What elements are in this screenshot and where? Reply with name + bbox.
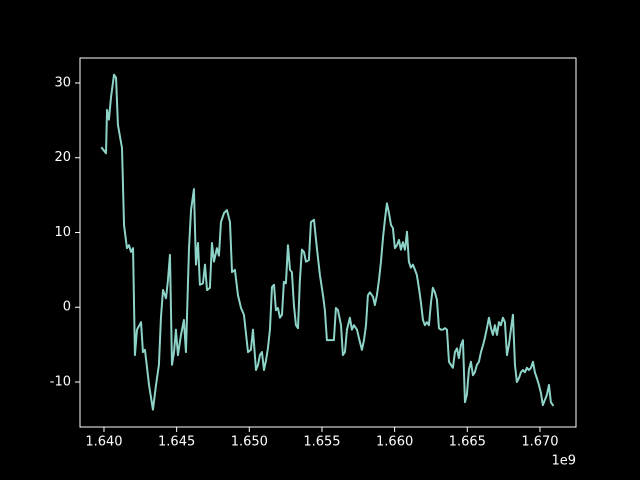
- x-offset-label: 1e9: [551, 454, 576, 469]
- x-tick-label: 1.640: [85, 435, 122, 450]
- x-tick-label: 1.655: [303, 435, 340, 450]
- x-tick-label: 1.645: [158, 435, 195, 450]
- x-tick-label: 1.665: [449, 435, 486, 450]
- y-tick-label: -10: [50, 374, 71, 389]
- y-tick-label: 10: [54, 225, 71, 240]
- x-tick-label: 1.650: [231, 435, 268, 450]
- x-tick-label: 1.660: [376, 435, 413, 450]
- axes-frame: [79, 57, 577, 428]
- x-tick-label: 1.670: [521, 435, 558, 450]
- y-tick-label: 20: [54, 150, 71, 165]
- y-tick-label: 0: [63, 300, 71, 315]
- y-tick-label: 30: [54, 75, 71, 90]
- data-line: [100, 73, 555, 411]
